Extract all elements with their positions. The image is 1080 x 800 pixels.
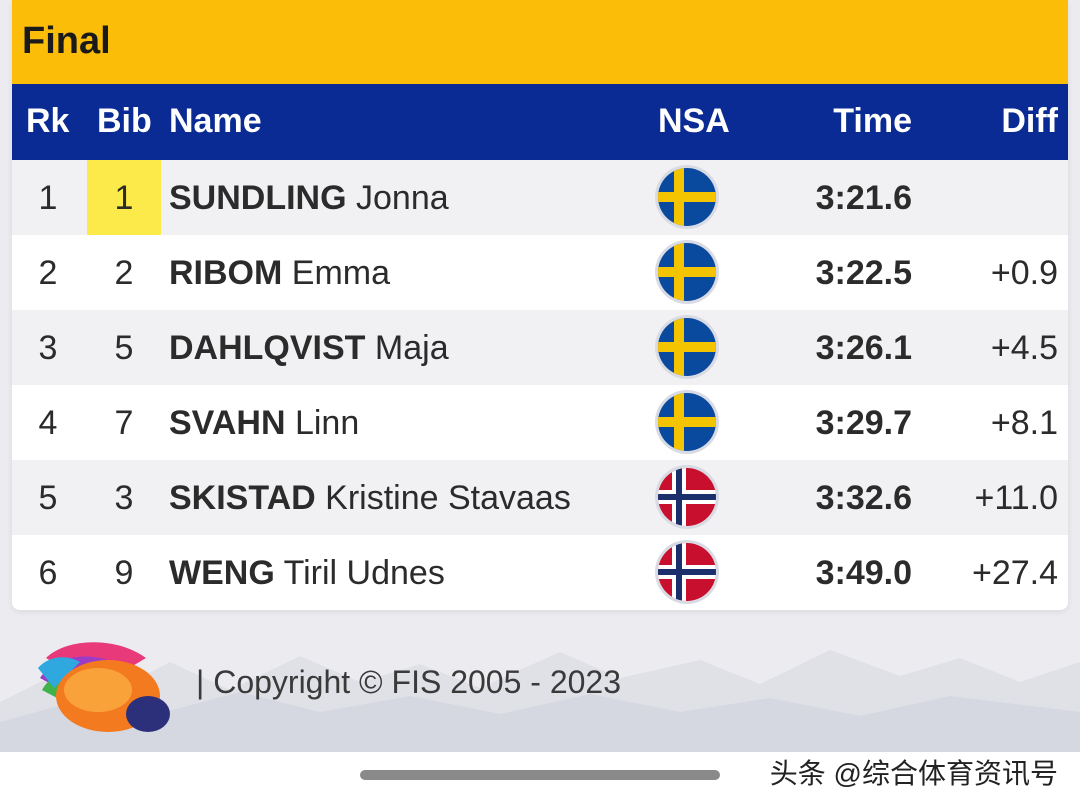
col-header-time: Time bbox=[833, 102, 912, 140]
system-bottom-bar: 头条 @综合体育资讯号 bbox=[0, 752, 1080, 800]
bib-cell: 2 bbox=[114, 254, 134, 292]
bib-cell: 9 bbox=[114, 554, 134, 592]
time-cell: 3:22.5 bbox=[815, 254, 912, 292]
time-cell: 3:32.6 bbox=[815, 479, 912, 517]
table-header: Rk Bib Name NSA Time Diff bbox=[12, 84, 1068, 160]
athlete-given-name: Kristine Stavaas bbox=[325, 479, 571, 517]
diff-cell: +4.5 bbox=[990, 329, 1058, 367]
footer: | Copyright © FIS 2005 - 2023 bbox=[0, 612, 1080, 752]
sweden-flag-icon bbox=[658, 243, 716, 301]
time-cell: 3:29.7 bbox=[815, 404, 912, 442]
athlete-name: SKISTAD Kristine Stavaas bbox=[169, 479, 571, 518]
athlete-surname: DAHLQVIST bbox=[169, 329, 366, 367]
col-header-bib: Bib bbox=[97, 102, 152, 140]
diff-cell: +0.9 bbox=[990, 254, 1058, 292]
athlete-given-name: Maja bbox=[374, 329, 449, 367]
sweden-flag-icon bbox=[658, 318, 716, 376]
watermark-text: 头条 @综合体育资讯号 bbox=[769, 758, 1058, 789]
results-card: Final Rk Bib Name NSA Time Diff 1 1 SUNDLI… bbox=[12, 0, 1068, 610]
norway-flag-icon bbox=[658, 543, 716, 601]
athlete-surname: SVAHN bbox=[169, 404, 286, 442]
athlete-surname: RIBOM bbox=[169, 254, 283, 292]
athlete-name: SVAHN Linn bbox=[169, 404, 359, 443]
rank-cell: 1 bbox=[38, 179, 58, 217]
rank-cell: 3 bbox=[38, 329, 58, 367]
time-cell: 3:21.6 bbox=[815, 179, 912, 217]
col-header-name: Name bbox=[169, 102, 262, 140]
athlete-given-name: Jonna bbox=[356, 179, 449, 217]
page-title: Final bbox=[22, 20, 111, 62]
table-row[interactable]: 5 3 SKISTAD Kristine Stavaas 3:32.6 +11.0 bbox=[12, 460, 1068, 535]
bib-highlight bbox=[87, 160, 161, 235]
table-row[interactable]: 2 2 RIBOM Emma 3:22.5 +0.9 bbox=[12, 235, 1068, 310]
athlete-name: WENG Tiril Udnes bbox=[169, 554, 445, 593]
athlete-given-name: Tiril Udnes bbox=[283, 554, 445, 592]
rank-cell: 2 bbox=[38, 254, 58, 292]
bib-cell: 1 bbox=[114, 179, 134, 217]
col-header-nsa: NSA bbox=[658, 102, 730, 140]
table-row[interactable]: 1 1 SUNDLING Jonna 3:21.6 bbox=[12, 160, 1068, 235]
athlete-name: SUNDLING Jonna bbox=[169, 179, 449, 218]
col-header-diff: Diff bbox=[1001, 102, 1058, 140]
home-indicator[interactable] bbox=[360, 770, 720, 780]
mountain-background bbox=[0, 650, 1080, 752]
athlete-given-name: Linn bbox=[294, 404, 360, 442]
fis-logo bbox=[38, 642, 170, 732]
athlete-given-name: Emma bbox=[291, 254, 391, 292]
diff-cell: +11.0 bbox=[974, 479, 1058, 517]
bib-cell: 5 bbox=[114, 329, 134, 367]
copyright-text: | Copyright © FIS 2005 - 2023 bbox=[196, 664, 621, 700]
rank-cell: 4 bbox=[38, 404, 58, 442]
sweden-flag-icon bbox=[658, 168, 716, 226]
athlete-name: RIBOM Emma bbox=[169, 254, 390, 293]
athlete-name: DAHLQVIST Maja bbox=[169, 329, 449, 368]
diff-cell: +27.4 bbox=[971, 554, 1058, 592]
athlete-surname: SUNDLING bbox=[169, 179, 347, 217]
sweden-flag-icon bbox=[658, 393, 716, 451]
bib-cell: 7 bbox=[114, 404, 134, 442]
table-row[interactable]: 4 7 SVAHN Linn 3:29.7 +8.1 bbox=[12, 385, 1068, 460]
athlete-surname: SKISTAD bbox=[169, 479, 316, 517]
table-row[interactable]: 6 9 WENG Tiril Udnes 3:49.0 +27.4 bbox=[12, 535, 1068, 610]
time-cell: 3:26.1 bbox=[815, 329, 912, 367]
norway-flag-icon bbox=[658, 468, 716, 526]
diff-cell: +8.1 bbox=[990, 404, 1058, 442]
athlete-surname: WENG bbox=[169, 554, 275, 592]
time-cell: 3:49.0 bbox=[815, 554, 912, 592]
col-header-rk: Rk bbox=[26, 102, 70, 140]
bib-cell: 3 bbox=[114, 479, 134, 517]
rank-cell: 5 bbox=[38, 479, 58, 517]
table-row[interactable]: 3 5 DAHLQVIST Maja 3:26.1 +4.5 bbox=[12, 310, 1068, 385]
rank-cell: 6 bbox=[38, 554, 58, 592]
title-bar: Final bbox=[12, 0, 1068, 84]
